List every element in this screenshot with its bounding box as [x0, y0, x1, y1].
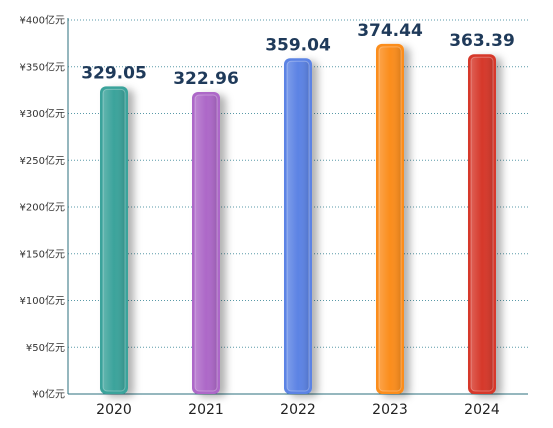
y-tick-label: ¥250亿元 [20, 154, 65, 167]
bars [100, 43, 496, 395]
data-label: 359.04 [265, 35, 331, 55]
data-label: 363.39 [449, 31, 515, 51]
y-tick-label: ¥100亿元 [20, 294, 65, 307]
bar-highlight [102, 88, 126, 392]
x-tick-label: 2021 [188, 402, 224, 418]
y-tick-label: ¥350亿元 [20, 60, 65, 73]
x-tick-label: 2023 [372, 402, 408, 418]
x-tick-label: 2020 [96, 402, 132, 418]
data-label: 329.05 [81, 63, 147, 83]
data-label: 322.96 [173, 69, 239, 89]
y-tick-label: ¥400亿元 [20, 14, 65, 27]
x-tick-label: 2022 [280, 402, 316, 418]
y-tick-label: ¥0亿元 [32, 388, 65, 401]
y-tick-label: ¥300亿元 [20, 107, 65, 120]
y-tick-label: ¥200亿元 [20, 201, 65, 214]
data-label: 374.44 [357, 21, 423, 41]
y-tick-label: ¥150亿元 [20, 247, 65, 260]
labels: ¥0亿元 ¥50亿元 ¥100亿元 ¥150亿元 ¥200亿元 ¥250亿元 ¥300亿元 ¥… [20, 14, 515, 419]
bar-highlight [378, 46, 402, 392]
y-tick-label: ¥50亿元 [26, 341, 65, 354]
x-tick-label: 2024 [464, 402, 500, 418]
bar-highlight [194, 94, 218, 392]
bar-highlight [470, 56, 494, 392]
bar-highlight [286, 60, 310, 392]
